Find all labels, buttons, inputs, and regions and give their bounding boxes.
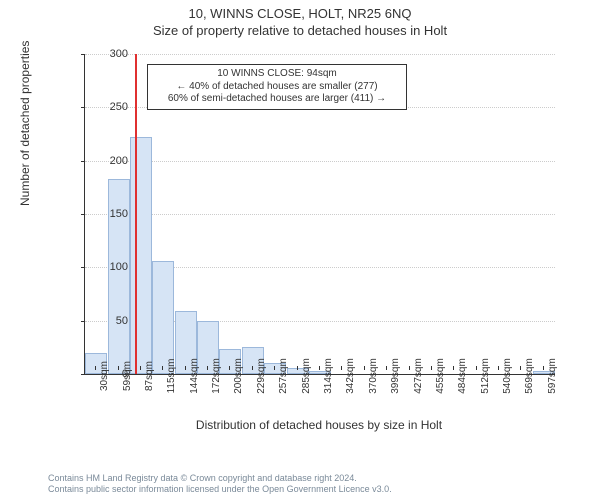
ytick-label: 100: [98, 261, 128, 273]
histogram-bar: [130, 137, 152, 374]
footer-line2: Contains public sector information licen…: [48, 484, 568, 496]
xtick-mark: [543, 366, 544, 370]
xtick-label: 115sqm: [166, 359, 177, 394]
gridline: [85, 161, 555, 162]
xtick-label: 229sqm: [256, 358, 267, 394]
xtick-mark: [95, 366, 96, 370]
xtick-label: 200sqm: [233, 358, 244, 394]
chart-container: Number of detached properties 10 WINNS C…: [48, 46, 568, 426]
y-axis-label: Number of detached properties: [18, 41, 32, 206]
annotation-line1: 10 WINNS CLOSE: 94sqm: [154, 68, 400, 81]
xtick-mark: [207, 366, 208, 370]
xtick-mark: [341, 366, 342, 370]
xtick-label: 370sqm: [368, 358, 379, 394]
xtick-label: 314sqm: [323, 358, 334, 394]
xtick-mark: [364, 366, 365, 370]
ytick-mark: [81, 374, 85, 375]
annotation-line2: ← 40% of detached houses are smaller (27…: [154, 81, 400, 94]
xtick-label: 144sqm: [189, 358, 200, 394]
xtick-mark: [453, 366, 454, 370]
ytick-label: 150: [98, 208, 128, 220]
ytick-label: 200: [98, 155, 128, 167]
x-axis-label: Distribution of detached houses by size …: [84, 418, 554, 432]
xtick-label: 484sqm: [457, 358, 468, 394]
xtick-mark: [162, 366, 163, 370]
annotation-line3: 60% of semi-detached houses are larger (…: [154, 93, 400, 106]
xtick-label: 87sqm: [144, 361, 155, 391]
xtick-label: 540sqm: [502, 358, 513, 394]
ytick-mark: [81, 107, 85, 108]
ytick-mark: [81, 54, 85, 55]
ytick-label: 300: [98, 48, 128, 60]
xtick-mark: [319, 366, 320, 370]
ytick-mark: [81, 321, 85, 322]
ytick-label: 250: [98, 101, 128, 113]
xtick-label: 427sqm: [413, 358, 424, 394]
xtick-mark: [297, 366, 298, 370]
xtick-label: 399sqm: [390, 358, 401, 394]
xtick-label: 597sqm: [547, 358, 558, 394]
xtick-mark: [409, 366, 410, 370]
ytick-mark: [81, 161, 85, 162]
footer-attribution: Contains HM Land Registry data © Crown c…: [48, 473, 568, 496]
xtick-label: 569sqm: [524, 358, 535, 394]
xtick-label: 172sqm: [211, 358, 222, 394]
xtick-mark: [252, 366, 253, 370]
xtick-mark: [386, 366, 387, 370]
ytick-mark: [81, 267, 85, 268]
ytick-label: 50: [98, 315, 128, 327]
xtick-mark: [431, 366, 432, 370]
xtick-label: 512sqm: [480, 358, 491, 394]
xtick-mark: [118, 366, 119, 370]
xtick-label: 59sqm: [122, 361, 133, 391]
xtick-label: 342sqm: [345, 358, 356, 394]
xtick-mark: [140, 366, 141, 370]
footer-line1: Contains HM Land Registry data © Crown c…: [48, 473, 568, 485]
histogram-bar: [152, 261, 174, 374]
gridline: [85, 214, 555, 215]
property-marker-line: [135, 54, 137, 374]
ytick-mark: [81, 214, 85, 215]
xtick-mark: [498, 366, 499, 370]
xtick-mark: [476, 366, 477, 370]
xtick-mark: [229, 366, 230, 370]
annotation-box: 10 WINNS CLOSE: 94sqm ← 40% of detached …: [147, 64, 407, 110]
subtitle: Size of property relative to detached ho…: [0, 21, 600, 38]
xtick-label: 285sqm: [301, 358, 312, 394]
xtick-mark: [274, 366, 275, 370]
xtick-label: 455sqm: [435, 358, 446, 394]
address-title: 10, WINNS CLOSE, HOLT, NR25 6NQ: [0, 0, 600, 21]
xtick-mark: [520, 366, 521, 370]
xtick-label: 257sqm: [278, 358, 289, 394]
gridline: [85, 54, 555, 55]
xtick-label: 30sqm: [99, 361, 110, 391]
plot-area: 10 WINNS CLOSE: 94sqm ← 40% of detached …: [84, 54, 555, 375]
xtick-mark: [185, 366, 186, 370]
